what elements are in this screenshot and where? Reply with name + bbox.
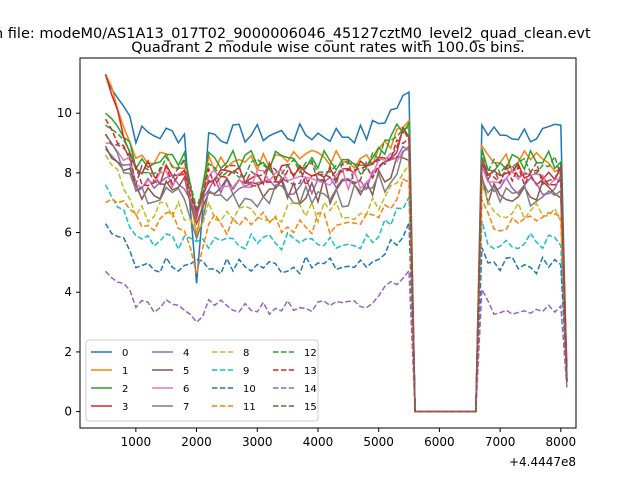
x-tick-label: 4000 <box>303 435 334 449</box>
series-line-8 <box>104 154 568 413</box>
legend-label-8: 8 <box>243 348 249 359</box>
x-tick-label: 7000 <box>485 435 516 449</box>
series-line-14 <box>104 268 568 413</box>
y-tick-label: 10 <box>57 106 72 120</box>
series-line-0 <box>104 74 568 413</box>
y-tick-label: 6 <box>64 226 72 240</box>
legend-label-0: 0 <box>122 348 128 359</box>
chart-title: Quadrant 2 module wise count rates with … <box>131 40 525 56</box>
legend-label-13: 13 <box>304 366 317 377</box>
chart-suptitle: n file: modeM0/AS1A13_017T02_9000006046_… <box>0 26 591 42</box>
legend-label-3: 3 <box>122 402 128 413</box>
series-line-9 <box>104 184 568 413</box>
legend-label-6: 6 <box>183 384 189 395</box>
x-tick-label: 8000 <box>546 435 577 449</box>
y-tick-label: 0 <box>64 405 72 419</box>
series-line-7 <box>104 133 568 413</box>
series-line-1 <box>104 74 568 413</box>
legend-label-14: 14 <box>304 384 317 395</box>
series-layer <box>104 74 568 413</box>
x-tick-label: 1000 <box>121 435 152 449</box>
x-offset-label: +4.4447e8 <box>509 455 576 469</box>
legend-label-2: 2 <box>122 384 128 395</box>
legend-label-5: 5 <box>183 366 189 377</box>
x-tick-label: 5000 <box>363 435 394 449</box>
series-line-2 <box>105 112 568 413</box>
x-tick-label: 2000 <box>181 435 212 449</box>
legend-label-1: 1 <box>122 366 128 377</box>
series-line-3 <box>104 74 568 413</box>
x-tick-label: 3000 <box>242 435 273 449</box>
legend-label-11: 11 <box>243 402 256 413</box>
x-axis: 1000 2000 3000 4000 5000 6000 7000 8000 <box>121 428 577 449</box>
series-line-15 <box>104 127 568 413</box>
y-tick-label: 8 <box>64 166 72 180</box>
plot-frame <box>79 57 577 429</box>
legend-box <box>85 339 319 422</box>
legend-label-15: 15 <box>304 402 317 413</box>
legend-label-7: 7 <box>183 402 189 413</box>
y-axis: 0 2 4 6 8 10 <box>57 106 80 419</box>
series-line-10 <box>104 222 568 413</box>
y-tick-label: 2 <box>64 345 72 359</box>
legend-label-4: 4 <box>183 348 189 359</box>
x-tick-label: 6000 <box>424 435 455 449</box>
y-tick-label: 4 <box>64 285 72 299</box>
series-line-13 <box>104 118 568 413</box>
legend-label-10: 10 <box>243 384 256 395</box>
legend-label-12: 12 <box>304 348 317 359</box>
legend-label-9: 9 <box>243 366 249 377</box>
